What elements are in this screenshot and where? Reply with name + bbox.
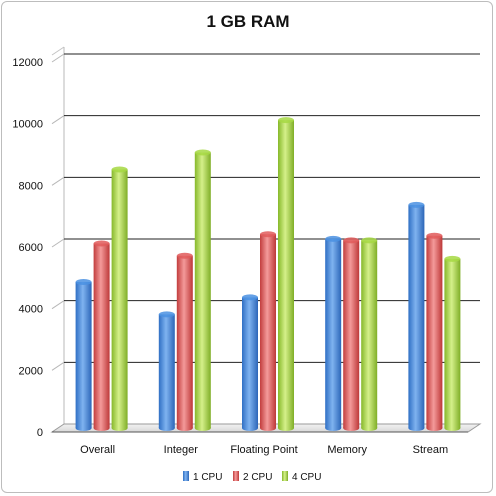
bar-cap	[278, 117, 294, 124]
bar-4-cpu	[278, 117, 294, 431]
bar-2-cpu	[260, 231, 276, 431]
bar-4-cpu	[361, 237, 378, 431]
bar-1-cpu	[325, 235, 342, 431]
bar-cap	[408, 201, 425, 208]
bar-body	[93, 243, 110, 428]
bar-cap	[325, 235, 342, 242]
legend: 1 CPU 2 CPU 4 CPU	[183, 471, 321, 483]
legend-swatch	[233, 471, 239, 481]
gridline-depth	[51, 361, 65, 371]
bar-cap	[158, 311, 175, 318]
gridline-depth	[51, 115, 65, 125]
bar-base	[260, 425, 276, 431]
bar-cap	[242, 294, 258, 301]
bar-base	[343, 425, 360, 431]
bar-cap	[93, 240, 110, 247]
category-labels: Overall Integer Floating Point Memory Stream	[80, 444, 448, 456]
legend-label: 4 CPU	[292, 472, 321, 483]
bar-4-cpu	[111, 166, 128, 431]
bar-cap	[75, 279, 92, 285]
bar-body	[158, 314, 175, 428]
side-wall-edge	[51, 46, 65, 56]
bar-body	[444, 258, 461, 428]
bar-base	[176, 425, 193, 431]
gridline-depth	[51, 300, 65, 310]
bar-cap	[176, 252, 193, 259]
bar-base	[111, 425, 128, 431]
bar-body	[426, 235, 443, 428]
x-category-label: Memory	[327, 444, 367, 456]
chart-title: 1 GB RAM	[206, 12, 289, 31]
bar-1-cpu	[158, 311, 175, 431]
bar-base	[325, 425, 342, 431]
legend-item: 2 CPU	[233, 471, 272, 483]
legend-label: 2 CPU	[243, 472, 272, 483]
legend-item: 1 CPU	[183, 471, 222, 483]
bar-cap	[111, 166, 128, 173]
bar-cap	[260, 231, 276, 238]
bar-body	[242, 297, 258, 428]
bar-base	[158, 425, 175, 431]
gridline-depth	[51, 53, 65, 63]
x-category-label: Floating Point	[230, 444, 297, 456]
bar-cap	[444, 255, 461, 262]
bar-body	[408, 204, 425, 428]
x-category-label: Overall	[80, 444, 115, 456]
y-tick-label: 2000	[19, 365, 43, 377]
bar-body	[278, 120, 294, 428]
bar-cap	[426, 232, 443, 239]
y-tick-label: 4000	[19, 304, 43, 316]
y-tick-label: 6000	[19, 242, 43, 254]
bar-4-cpu	[194, 149, 211, 431]
bar-cap	[361, 237, 378, 244]
bar-body	[343, 240, 360, 428]
bar-2-cpu	[176, 252, 193, 431]
x-category-label: Integer	[164, 444, 199, 456]
x-category-label: Stream	[413, 444, 448, 456]
legend-swatch	[282, 471, 288, 481]
bar-cap	[343, 237, 360, 244]
bar-base	[75, 425, 92, 431]
bar-body	[176, 255, 193, 428]
legend-swatch	[183, 471, 189, 481]
gridline-depth	[51, 238, 65, 248]
gridline-depth	[51, 176, 65, 186]
bar-2-cpu	[426, 232, 443, 431]
legend-item: 4 CPU	[282, 471, 321, 483]
bar-base	[426, 425, 443, 431]
bar-body	[260, 234, 276, 428]
y-tick-label: 12000	[12, 57, 43, 69]
legend-label: 1 CPU	[193, 472, 222, 483]
bar-body	[75, 282, 92, 428]
bar-base	[194, 425, 211, 431]
bar-body	[325, 238, 342, 428]
y-tick-label: 8000	[19, 180, 43, 192]
bar-base	[444, 425, 461, 431]
bar-2-cpu	[93, 240, 110, 431]
bar-2-cpu	[343, 237, 360, 431]
bar-base	[242, 425, 258, 431]
bar-body	[361, 240, 378, 428]
bar-body	[194, 152, 211, 428]
bar-1-cpu	[408, 201, 425, 431]
bar-1-cpu	[242, 294, 258, 431]
bar-base	[361, 425, 378, 431]
bar-body	[111, 169, 128, 429]
bar-base	[93, 425, 110, 431]
bar-base	[278, 425, 294, 431]
bar-1-cpu	[75, 279, 92, 431]
bar-cap	[194, 149, 211, 156]
bar-4-cpu	[444, 255, 461, 431]
bars	[75, 117, 461, 431]
y-axis-ticks: 0 2000 4000 6000 8000 10000 12000	[12, 57, 43, 439]
y-tick-label: 10000	[12, 119, 43, 131]
y-tick-label: 0	[37, 427, 43, 439]
bar-base	[408, 425, 425, 431]
